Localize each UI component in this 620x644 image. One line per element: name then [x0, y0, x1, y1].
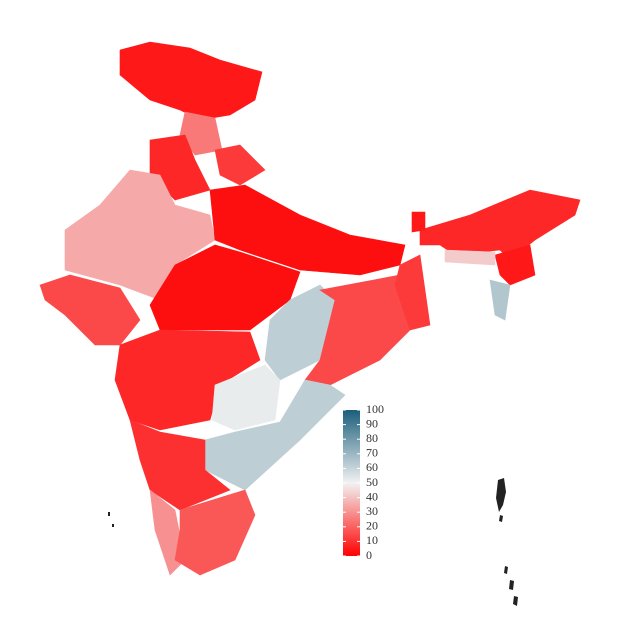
regions — [39, 41, 581, 576]
colorbar-tick-label: 50 — [366, 475, 378, 489]
region — [211, 364, 281, 431]
colorbar-tick-label: 40 — [366, 489, 378, 503]
colorbar-tick-label: 30 — [366, 504, 378, 518]
colorbar-tick-label: 90 — [366, 416, 378, 430]
island — [504, 566, 508, 574]
region — [419, 189, 581, 261]
colorbar — [343, 410, 360, 556]
island — [509, 580, 514, 590]
colorbar-tick-label: 10 — [366, 533, 378, 547]
region — [214, 144, 266, 186]
island — [499, 515, 503, 522]
colorbar-tick-label: 60 — [366, 460, 378, 474]
colorbar-tick-label: 0 — [366, 548, 372, 562]
colorbar-tick-label: 100 — [366, 402, 384, 416]
colorbar-tick-label: 70 — [366, 446, 378, 460]
region — [444, 249, 496, 266]
region — [411, 211, 426, 233]
region — [494, 244, 536, 286]
islands — [108, 478, 518, 606]
region — [264, 284, 336, 381]
island — [112, 524, 114, 527]
region — [174, 489, 256, 576]
region — [129, 419, 231, 511]
region — [179, 111, 223, 156]
island — [496, 478, 506, 512]
colorbar-tick-label: 20 — [366, 519, 378, 533]
region — [394, 254, 431, 331]
region — [489, 279, 511, 321]
island — [513, 596, 518, 606]
region — [119, 41, 263, 121]
island — [108, 512, 110, 516]
colorbar-tick-label: 80 — [366, 431, 378, 445]
